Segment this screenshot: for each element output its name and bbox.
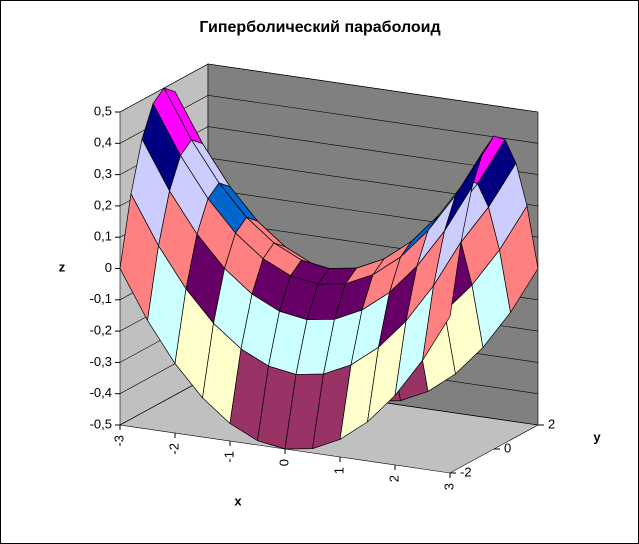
z-tick-label: -0,1	[90, 291, 112, 306]
x-tick-label: -1	[221, 451, 236, 463]
x-tick-label: 3	[441, 483, 456, 490]
z-tick-label: 0,4	[94, 135, 112, 150]
x-tick-label: 0	[276, 459, 291, 466]
x-tick-label: -3	[111, 435, 126, 447]
x-tick-label: 2	[386, 475, 401, 482]
z-tick-label: -0,3	[90, 354, 112, 369]
z-tick-label: -0,5	[90, 416, 112, 431]
x-axis-title: x	[234, 493, 242, 508]
y-tick-label: 0	[504, 440, 511, 455]
y-tick-label: -2	[460, 464, 472, 479]
z-tick-label: 0	[105, 260, 112, 275]
z-axis-title: z	[59, 259, 66, 274]
x-tick-label: 1	[331, 467, 346, 474]
z-tick-label: 0,2	[94, 197, 112, 212]
z-tick-label: 0,3	[94, 166, 112, 181]
chart-title: Гиперболический параболоид	[199, 19, 440, 36]
z-tick-label: -0,2	[90, 323, 112, 338]
y-tick-label: 2	[548, 416, 555, 431]
grid-line	[119, 63, 539, 113]
surface-cell	[422, 241, 462, 361]
y-axis-title: y	[593, 429, 601, 444]
z-tick-label: -0,4	[90, 385, 112, 400]
z-tick-label: 0,5	[94, 103, 112, 118]
z-tick-label: 0,1	[94, 229, 112, 244]
x-tick-label: -2	[166, 443, 181, 455]
